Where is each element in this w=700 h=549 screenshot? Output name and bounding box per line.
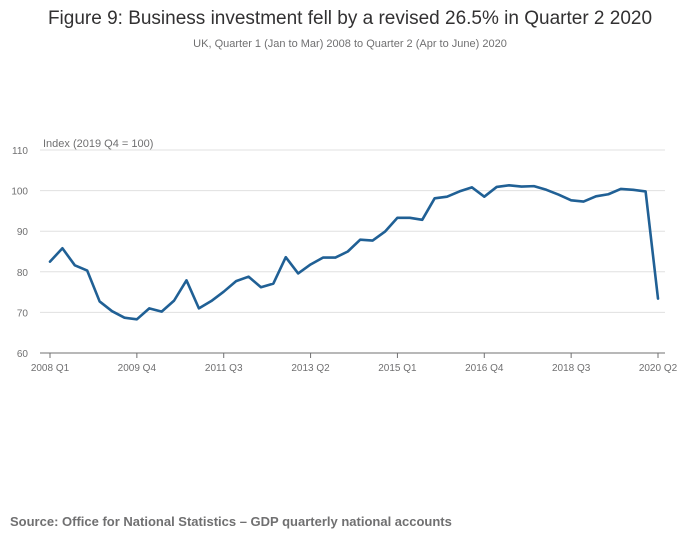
axes: 60 70 80 90 100 110 2008 Q1 2009 Q4 2011 Q3 2013 … [11, 146, 677, 374]
data-point [556, 192, 561, 197]
data-point [569, 198, 574, 203]
data-point [494, 184, 499, 189]
data-point [196, 306, 201, 311]
data-point [618, 186, 623, 191]
chart-title: Figure 9: Business investment fell by a … [47, 8, 653, 29]
data-point [333, 255, 338, 260]
data-point [457, 189, 462, 194]
x-tick-label: 2009 Q4 [118, 363, 157, 374]
data-point [48, 259, 53, 264]
x-tick-label: 2016 Q4 [465, 363, 504, 374]
data-point [134, 317, 139, 322]
data-point [544, 187, 549, 192]
data-point [60, 246, 65, 251]
data-point [432, 196, 437, 201]
data-point [221, 289, 226, 294]
data-point [395, 215, 400, 220]
series [48, 183, 661, 322]
data-point [606, 192, 611, 197]
data-point [283, 255, 288, 260]
data-point [296, 271, 301, 276]
data-point [420, 217, 425, 222]
data-point [147, 306, 152, 311]
x-tick-label: 2013 Q2 [291, 363, 330, 374]
y-tick-label: 80 [17, 268, 29, 279]
data-point [407, 215, 412, 220]
data-point [159, 309, 164, 314]
data-point [345, 249, 350, 254]
data-point [445, 194, 450, 199]
data-point [581, 199, 586, 204]
data-point [97, 299, 102, 304]
data-point [631, 187, 636, 192]
x-tick-label: 2008 Q1 [31, 363, 70, 374]
y-tick-label: 100 [11, 187, 28, 198]
data-point [531, 184, 536, 189]
series-line-business-investment [48, 184, 660, 321]
data-point [370, 238, 375, 243]
data-point [519, 184, 524, 189]
data-point [209, 299, 214, 304]
data-point [656, 296, 661, 301]
data-point [482, 194, 487, 199]
data-point [110, 309, 115, 314]
data-point [320, 255, 325, 260]
data-point [122, 315, 127, 320]
source-note: Source: Office for National Statistics –… [10, 514, 452, 529]
data-point [85, 268, 90, 273]
data-point [172, 298, 177, 303]
data-point [234, 279, 239, 284]
y-axis-label: Index (2019 Q4 = 100) [43, 138, 153, 150]
gridlines [40, 149, 665, 313]
data-point [308, 262, 313, 267]
data-point [246, 274, 251, 279]
data-point [593, 194, 598, 199]
x-tick-label: 2018 Q3 [552, 363, 591, 374]
x-tick-label: 2011 Q3 [205, 363, 243, 374]
data-point [469, 185, 474, 190]
data-point [507, 183, 512, 188]
data-point [184, 278, 189, 283]
y-tick-label: 70 [17, 308, 29, 319]
y-tick-label: 60 [17, 349, 29, 360]
x-tick-label: 2015 Q1 [378, 363, 417, 374]
chart-subtitle: UK, Quarter 1 (Jan to Mar) 2008 to Quart… [193, 38, 507, 50]
data-point [383, 229, 388, 234]
data-point [72, 263, 77, 268]
data-point [643, 189, 648, 194]
x-tick-label: 2020 Q2 [639, 363, 678, 374]
data-point [358, 237, 363, 242]
y-tick-label: 110 [12, 146, 28, 157]
data-point [258, 285, 263, 290]
data-point [271, 281, 276, 286]
y-tick-label: 90 [17, 227, 29, 238]
